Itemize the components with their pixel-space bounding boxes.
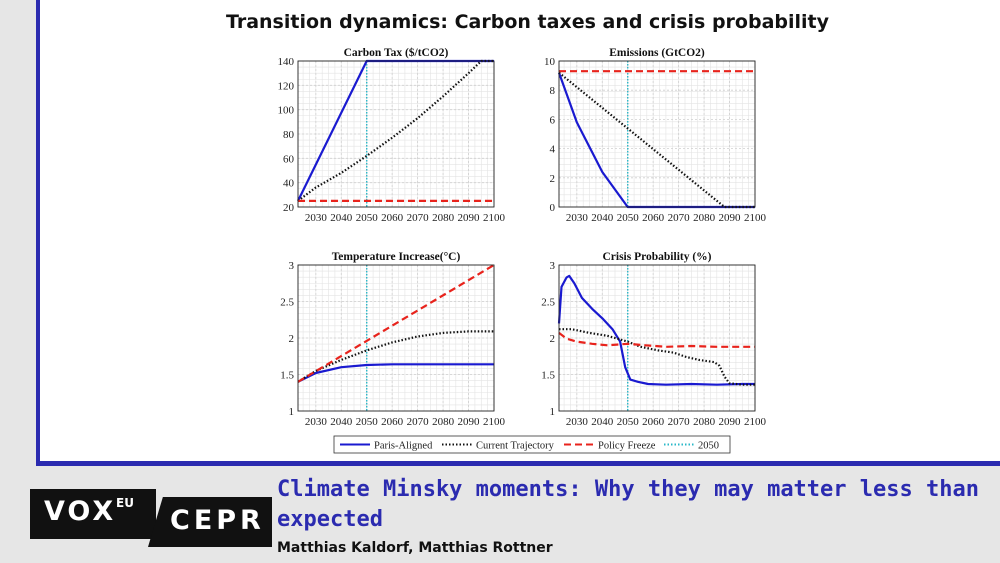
series-current-trajectory bbox=[559, 328, 755, 386]
vox-logo-text: VOX bbox=[44, 496, 117, 527]
x-tick-label: 2080 bbox=[432, 416, 455, 428]
y-tick-label: 140 bbox=[278, 56, 295, 68]
x-tick-label: 2040 bbox=[591, 212, 614, 224]
y-tick-label: 2.5 bbox=[541, 297, 555, 309]
y-tick-label: 80 bbox=[283, 129, 295, 141]
y-tick-label: 1 bbox=[289, 406, 295, 418]
x-tick-label: 2090 bbox=[458, 416, 481, 428]
figure-canvas bbox=[36, 0, 1000, 466]
x-tick-label: 2060 bbox=[381, 416, 404, 428]
y-tick-label: 60 bbox=[283, 153, 295, 165]
x-tick-label: 2050 bbox=[356, 416, 379, 428]
x-tick-label: 2090 bbox=[719, 416, 742, 428]
y-tick-label: 2 bbox=[289, 333, 295, 345]
legend: Paris-Aligned Current Trajectory Policy Fr… bbox=[333, 435, 731, 454]
y-tick-label: 3 bbox=[289, 260, 295, 272]
chart-panel-4: 2030 2040 2050 2060 2070 2080 2090 2100 1 1.5 2 2.5… bbox=[541, 251, 766, 428]
x-tick-label: 2080 bbox=[693, 212, 716, 224]
x-tick-label: 2060 bbox=[381, 212, 404, 224]
legend-item-label: Policy Freeze bbox=[598, 441, 656, 452]
x-tick-label: 2030 bbox=[305, 212, 328, 224]
cepr-logo bbox=[148, 497, 272, 547]
y-tick-label: 2 bbox=[550, 333, 556, 345]
plot-frame bbox=[297, 60, 495, 208]
x-tick-label: 2040 bbox=[330, 416, 353, 428]
x-tick-label: 2040 bbox=[330, 212, 353, 224]
series-policy-freeze bbox=[558, 332, 755, 348]
chart-panel-1: 2030 2040 2050 2060 2070 2080 2090 210020406080… bbox=[278, 46, 506, 224]
x-tick-label: 2070 bbox=[668, 212, 691, 224]
x-tick-label: 2070 bbox=[407, 416, 430, 428]
x-tick-label: 2080 bbox=[432, 212, 455, 224]
x-tick-label: 2050 bbox=[356, 212, 379, 224]
y-tick-label: 2.5 bbox=[280, 297, 294, 309]
figure-title: Transition dynamics: Carbon taxes and cr… bbox=[225, 11, 830, 33]
y-tick-label: 100 bbox=[278, 105, 295, 117]
plot-frame bbox=[558, 60, 756, 208]
x-tick-label: 2070 bbox=[407, 212, 430, 224]
series-policy-freeze bbox=[297, 264, 495, 383]
charts-svg: 2030 2040 2050 2060 2070 2080 2090 210020406080… bbox=[278, 46, 767, 454]
y-tick-label: 6 bbox=[550, 114, 556, 126]
x-tick-label: 2090 bbox=[458, 212, 481, 224]
y-tick-label: 40 bbox=[283, 178, 295, 190]
plot-frame bbox=[297, 264, 495, 412]
x-tick-label: 2090 bbox=[719, 212, 742, 224]
y-tick-label: 1.5 bbox=[280, 370, 294, 382]
series-current-trajectory bbox=[558, 71, 755, 209]
legend-item-label: Paris-Aligned bbox=[374, 441, 433, 452]
chart-panel-2: 2030 2040 2050 2060 2070 2080 2090 2100 0 2 4 6 8 10 E… bbox=[544, 47, 767, 224]
legend-item-label: Current Trajectory bbox=[476, 441, 555, 452]
x-tick-label: 2030 bbox=[305, 416, 328, 428]
x-tick-label: 2070 bbox=[668, 416, 691, 428]
cepr-logo-text: CEPR bbox=[170, 505, 265, 536]
x-tick-label: 2050 bbox=[617, 212, 640, 224]
article-headline[interactable]: Climate Minsky moments: Why they may mat… bbox=[277, 477, 979, 532]
series-current-trajectory bbox=[297, 59, 494, 202]
vox-logo bbox=[30, 489, 156, 539]
legend-box bbox=[333, 435, 731, 454]
x-tick-label: 2100 bbox=[483, 212, 506, 224]
x-tick-label: 2100 bbox=[744, 416, 767, 428]
panel-title: Temperature Increase(°C) bbox=[332, 251, 461, 263]
y-tick-label: 2 bbox=[550, 173, 556, 185]
panel-title: Crisis Probability (%) bbox=[602, 251, 711, 263]
panel-title: Carbon Tax ($/tCO2) bbox=[344, 46, 449, 59]
x-tick-label: 2060 bbox=[642, 212, 665, 224]
x-tick-label: 2030 bbox=[566, 212, 589, 224]
plot-frame bbox=[558, 264, 756, 412]
series-paris-aligned bbox=[297, 363, 494, 383]
legend-item-label: 2050 bbox=[698, 441, 719, 452]
y-tick-label: 20 bbox=[283, 202, 295, 214]
series-current-trajectory bbox=[297, 330, 494, 383]
panel-title: Emissions (GtCO2) bbox=[609, 47, 705, 59]
x-tick-label: 2080 bbox=[693, 416, 716, 428]
x-tick-label: 2030 bbox=[566, 416, 589, 428]
y-tick-label: 120 bbox=[278, 80, 295, 92]
y-tick-label: 10 bbox=[544, 56, 556, 68]
y-tick-label: 1 bbox=[550, 406, 556, 418]
series-paris-aligned bbox=[557, 274, 755, 386]
x-tick-label: 2060 bbox=[642, 416, 665, 428]
chart-panel-3: 2030 2040 2050 2060 2070 2080 2090 2100 1 1.5 2 2.5… bbox=[280, 251, 505, 428]
vox-logo-eu: EU bbox=[116, 496, 134, 510]
x-tick-label: 2050 bbox=[617, 416, 640, 428]
y-tick-label: 3 bbox=[550, 260, 556, 272]
x-tick-label: 2100 bbox=[744, 212, 767, 224]
article-authors: Matthias Kaldorf, Matthias Rottner bbox=[277, 540, 553, 556]
y-tick-label: 8 bbox=[550, 85, 556, 97]
x-tick-label: 2100 bbox=[483, 416, 506, 428]
x-tick-label: 2040 bbox=[591, 416, 614, 428]
y-tick-label: 1.5 bbox=[541, 370, 555, 382]
y-tick-label: 4 bbox=[550, 144, 556, 156]
y-tick-label: 0 bbox=[550, 202, 556, 214]
